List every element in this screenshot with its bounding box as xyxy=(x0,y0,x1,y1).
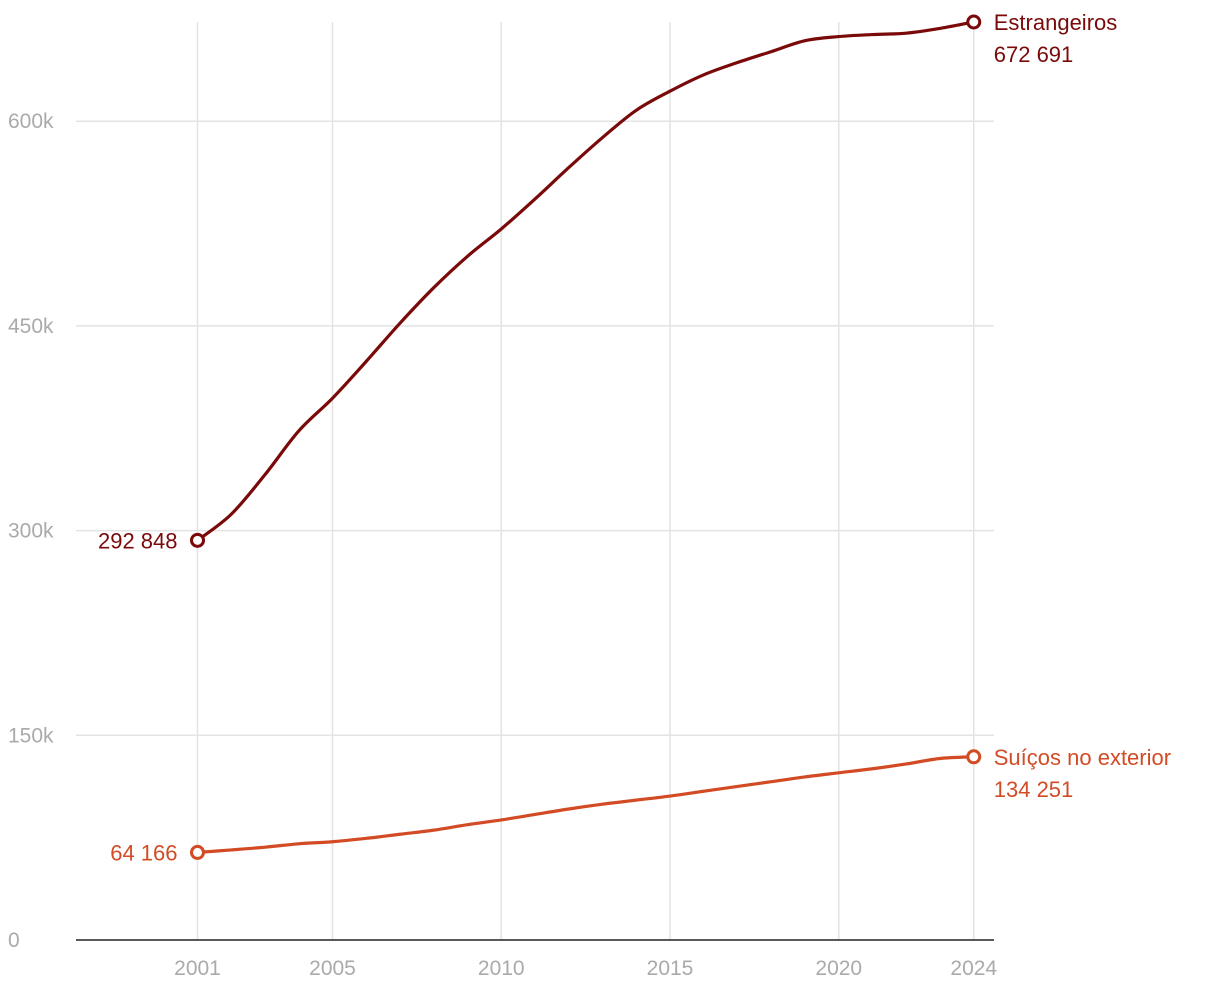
series-line-2 xyxy=(195,755,976,855)
label-layer: 292 848 Estrangeiros 672 691 64 166 Suíços n… xyxy=(98,10,1171,865)
x-tick-label: 2001 xyxy=(174,957,221,980)
y-tick-label: 300k xyxy=(8,520,54,543)
x-tick-label: 2024 xyxy=(950,957,997,980)
x-tick-label: 2015 xyxy=(647,957,694,980)
series-name-label: Estrangeiros xyxy=(994,10,1118,35)
series-end-value-label: 134 251 xyxy=(994,777,1074,802)
series-line-1 xyxy=(195,20,976,542)
series-start-value-label: 292 848 xyxy=(98,528,178,553)
y-tick-label: 0 xyxy=(8,929,20,952)
series-end-marker xyxy=(966,749,982,765)
y-tick-label: 150k xyxy=(8,724,54,747)
series-name-label: Suíços no exterior xyxy=(994,745,1171,770)
axis-layer: 0 150k 300k 450k 600k 2001 2005 2010 2015 2020 202… xyxy=(8,110,997,980)
x-tick-label: 2005 xyxy=(309,957,356,980)
y-tick-label: 600k xyxy=(8,110,54,133)
series-start-marker xyxy=(190,532,205,548)
grid-layer xyxy=(76,22,994,940)
series-end-marker xyxy=(966,14,982,30)
series-start-marker xyxy=(190,844,205,860)
series-layer xyxy=(190,14,982,860)
series-end-value-label: 672 691 xyxy=(994,42,1074,67)
series-start-value-label: 64 166 xyxy=(110,840,177,865)
y-tick-label: 450k xyxy=(8,315,54,338)
x-tick-label: 2010 xyxy=(478,957,525,980)
x-tick-label: 2020 xyxy=(815,957,862,980)
